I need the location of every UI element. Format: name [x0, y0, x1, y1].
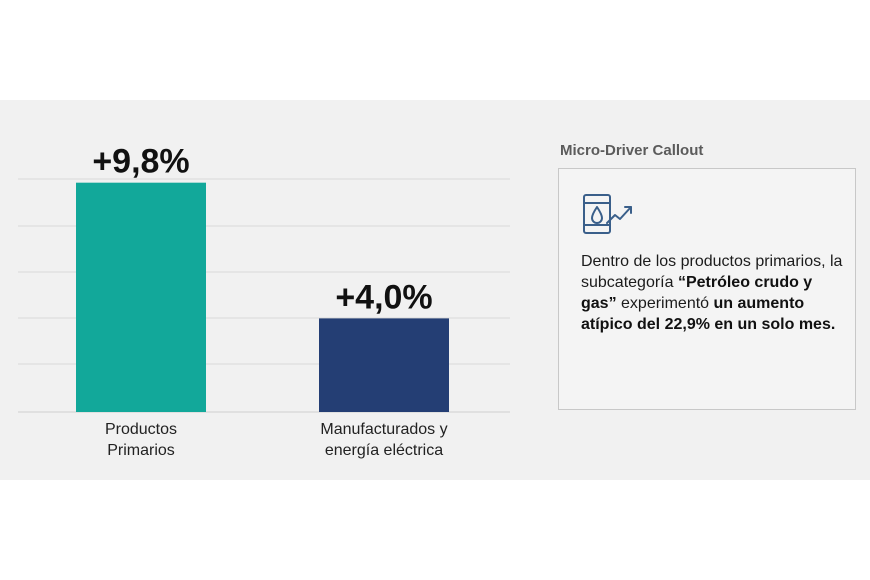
- callout-highlight-subcategory: “Petróleo crudo y gas”: [581, 274, 813, 312]
- bar: [76, 182, 206, 412]
- bar: [319, 318, 449, 412]
- category-label: energía eléctrica: [325, 442, 443, 459]
- callout-text: Dentro de los productos primarios, la su…: [581, 251, 843, 335]
- oil-barrel-trend-icon: [583, 194, 632, 234]
- bar-chart: +9,8% Productos Primarios +4,0% Manufacturad…: [18, 143, 510, 459]
- data-label: +9,8%: [92, 143, 189, 181]
- callout-text-part: experimentó: [616, 295, 714, 312]
- callout-title: Micro-Driver Callout: [560, 142, 704, 159]
- slide: +9,8% Productos Primarios +4,0% Manufacturad…: [0, 100, 870, 480]
- category-label: Manufacturados y: [320, 421, 447, 438]
- data-label: +4,0%: [335, 278, 432, 316]
- category-label: Primarios: [107, 442, 175, 459]
- callout-highlight-increase: un aumento atípico del 22,9% en un solo …: [581, 295, 836, 333]
- category-label: Productos: [105, 421, 177, 438]
- callout-text-part: Dentro de los productos primarios, la su…: [581, 253, 843, 291]
- callout-box: Dentro de los productos primarios, la su…: [558, 168, 856, 410]
